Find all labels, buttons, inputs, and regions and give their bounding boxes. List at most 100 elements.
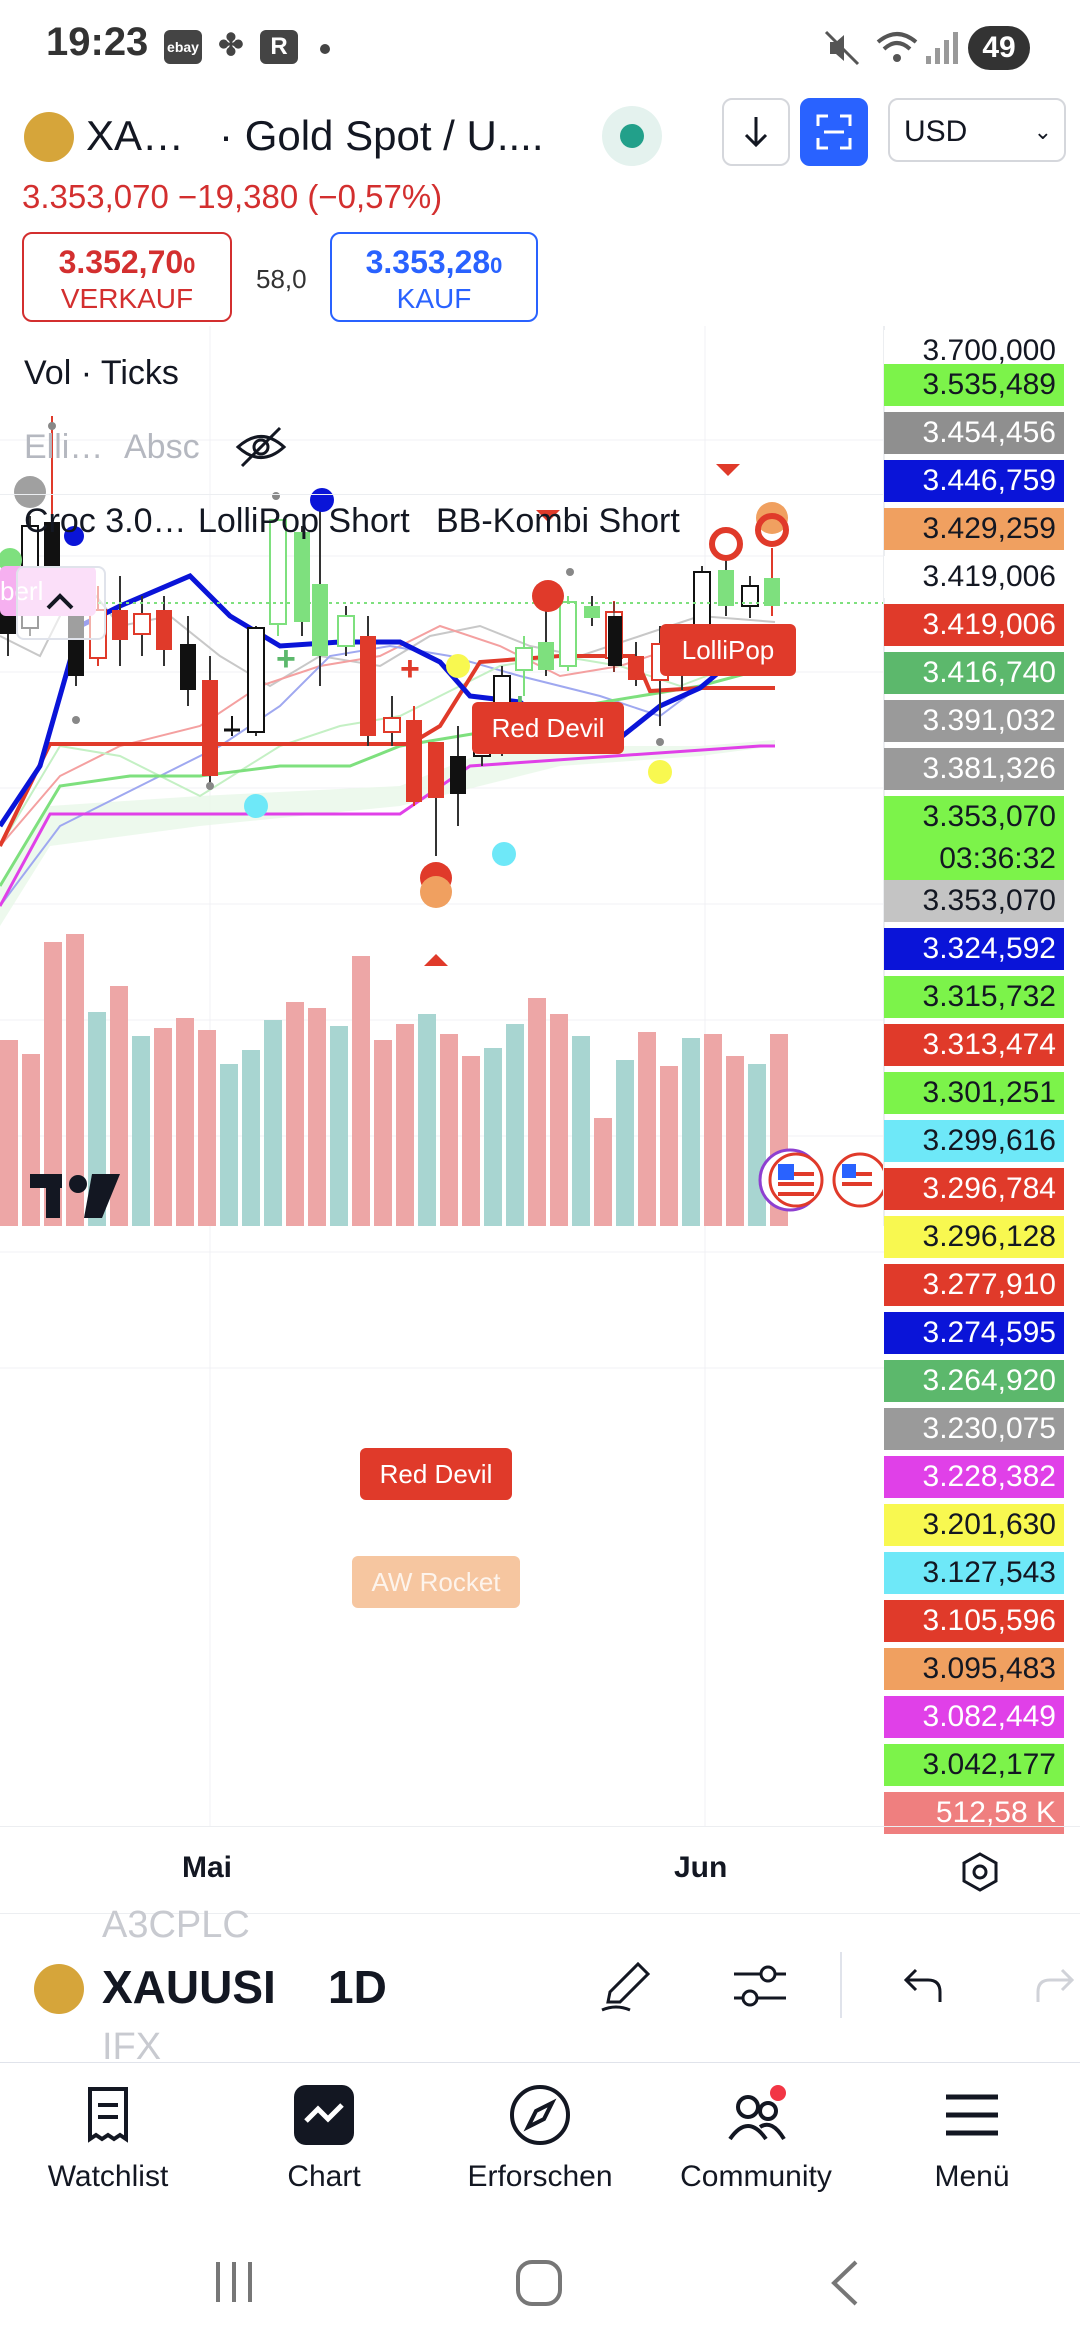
download-button[interactable] (722, 98, 790, 166)
price-scale-label: 3.324,592 (884, 928, 1064, 970)
price-scale-label: 3.416,740 (884, 652, 1064, 694)
nav-label-watchlist: Watchlist (47, 2160, 169, 2193)
price-scale-label: 3.419,006 (884, 556, 1064, 598)
symbol-description: · Gold Spot / U.... (219, 112, 544, 159)
red-devil-flag-top[interactable]: Red Devil (472, 702, 624, 754)
nav-menu[interactable]: Menü (864, 2063, 1080, 2223)
price-scale-label: 3.381,326 (884, 748, 1064, 790)
sell-button[interactable]: 3.352,700 VERKAUF (22, 232, 232, 322)
home-icon[interactable] (514, 2258, 564, 2308)
sell-label: VERKAUF (60, 283, 194, 314)
fullscreen-button[interactable] (800, 98, 868, 166)
price-scale-label: 3.264,920 (884, 1360, 1064, 1402)
nav-community[interactable]: Community (648, 2063, 864, 2223)
indicator-bb-kombi[interactable]: BB-Kombi Short (436, 502, 680, 540)
draw-pencil-icon[interactable] (596, 1956, 656, 2016)
date-label-may: Mai (182, 1851, 233, 1884)
undo-icon[interactable] (898, 1962, 946, 2010)
buy-price: 3.353,28 (365, 244, 491, 280)
price-scale-label: 3.301,251 (884, 1072, 1064, 1114)
price-scale-label: 3.095,483 (884, 1648, 1064, 1690)
menu-icon (946, 2094, 998, 2136)
price-scale-label: 03:36:32 (884, 838, 1064, 880)
price-scale-label: 3.315,732 (884, 976, 1064, 1018)
toolbar-interval[interactable]: 1D (328, 1961, 387, 2013)
market-status-indicator[interactable] (602, 106, 662, 166)
chart-toolbar: A3CPLC XAUUSI 1D IFX (0, 1904, 1080, 2068)
price-scale-label: 3.313,474 (884, 1024, 1064, 1066)
wifi-icon (876, 32, 918, 62)
indicator-lollipop[interactable]: LolliPop Short (198, 502, 410, 540)
recent-apps-icon[interactable] (210, 2258, 258, 2306)
spread-value: 58,0 (256, 264, 307, 294)
price-scale-label: 3.429,259 (884, 508, 1064, 550)
price-change-line: 3.353,070 −19,380 (−0,57%) (22, 178, 443, 215)
price-scale-label: 3.454,456 (884, 412, 1064, 454)
gold-coin-small-icon (34, 1964, 84, 2014)
nav-erforschen[interactable]: Erforschen (432, 2063, 648, 2223)
gold-coin-icon (24, 112, 74, 162)
live-dot-icon (620, 124, 644, 148)
ebay-app-icon: ebay (164, 30, 202, 64)
nav-chart[interactable]: Chart (216, 2063, 432, 2223)
toolbar-divider (840, 1952, 842, 2018)
chevron-up-icon (46, 593, 74, 610)
currency-select[interactable]: USD ⌄ (888, 98, 1066, 162)
nav-label-community: Community (680, 2160, 832, 2193)
sell-price: 3.352,70 (58, 244, 184, 280)
indicator-absc[interactable]: Absc (124, 428, 200, 466)
symbol-short: XA… (86, 112, 185, 159)
chevron-down-icon: ⌄ (1033, 119, 1052, 144)
redo-icon[interactable] (1034, 1962, 1080, 2010)
nav-watchlist[interactable]: Watchlist (0, 2063, 216, 2223)
price-scale-label: 3.274,595 (884, 1312, 1064, 1354)
price-scale-label: 3.446,759 (884, 460, 1064, 502)
aw-rocket-flag[interactable]: AW Rocket (352, 1556, 520, 1608)
red-devil-flag-bottom[interactable]: Red Devil (360, 1448, 512, 1500)
legend-divider (0, 494, 884, 495)
lollipop-flag[interactable]: LolliPop (660, 624, 796, 676)
volume-bars (0, 934, 788, 1226)
collapse-legend-button[interactable] (16, 566, 106, 640)
buy-button[interactable]: 3.353,280 KAUF (330, 232, 538, 322)
signal-icon (926, 32, 958, 64)
chart-area[interactable]: + + + Vol · Ticks Elli… Absc Croc 3.0… L… (0, 326, 1080, 1892)
price-scale-label: 3.082,449 (884, 1696, 1064, 1738)
chart-icon (294, 2085, 354, 2145)
indicator-vol-ticks[interactable]: Vol · Ticks (24, 354, 179, 392)
ghost-symbol-top: A3CPLC (102, 1904, 250, 1946)
chart-canvas[interactable]: + + + (0, 326, 1080, 1826)
hidden-eye-icon[interactable] (234, 422, 288, 472)
pinwheel-icon: ✤ (212, 30, 250, 64)
arrow-down-icon (744, 117, 768, 148)
back-icon[interactable] (824, 2258, 864, 2308)
chart-settings-icon[interactable] (958, 1850, 1002, 1894)
price-scale-label: 3.419,006 (884, 604, 1064, 646)
price-scale-label: 3.296,128 (884, 1216, 1064, 1258)
indicator-elli[interactable]: Elli… (24, 428, 104, 466)
ghost-symbol-bottom: IFX (102, 2026, 162, 2068)
community-icon (728, 2085, 786, 2141)
price-scale-label: 3.201,630 (884, 1504, 1064, 1546)
date-axis[interactable]: Mai Jun (0, 1826, 1080, 1914)
status-bar: 19:23 ebay ✤ R 49 (0, 0, 1080, 88)
notification-dot (320, 44, 330, 54)
r-app-icon: R (260, 30, 298, 64)
indicators-sliders-icon[interactable] (730, 1958, 790, 2014)
price-scale-label: 3.105,596 (884, 1600, 1064, 1642)
currency-value: USD (904, 115, 968, 148)
price-scale-label: 3.230,075 (884, 1408, 1064, 1450)
watchlist-icon (88, 2087, 128, 2143)
price-scale-label: 3.353,070 (884, 880, 1064, 922)
indicator-croc[interactable]: Croc 3.0… (24, 502, 187, 540)
sell-price-small: 0 (183, 253, 196, 278)
system-navigation-bar (0, 2222, 1080, 2340)
nav-label-erforschen: Erforschen (467, 2160, 613, 2193)
nav-label-menu: Menü (934, 2160, 1010, 2193)
price-scale-label: 3.353,070 (884, 796, 1064, 838)
buy-price-small: 0 (490, 253, 503, 278)
toolbar-symbol[interactable]: XAUUSI (102, 1961, 276, 2013)
fullscreen-icon (816, 114, 852, 150)
price-scale-label: 3.299,616 (884, 1120, 1064, 1162)
symbol-title[interactable]: XA… · Gold Spot / U.... (86, 112, 544, 160)
